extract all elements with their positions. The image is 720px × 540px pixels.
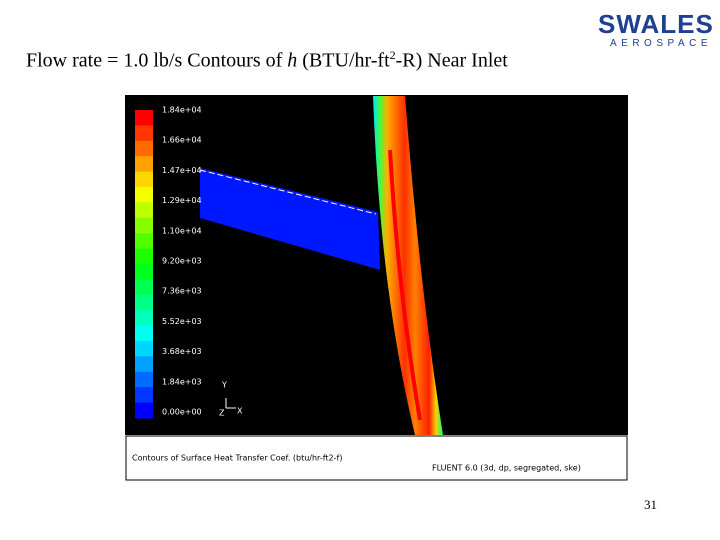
logo-sub: AEROSPACE [610,38,712,49]
axis-label: Z [219,409,225,418]
colorbar-swatch [135,264,153,280]
colorbar-label: 1.84e+04 [162,106,202,115]
title-text: -R) Near Inlet [395,49,508,72]
caption-box [125,435,628,481]
colorbar-swatch [135,341,153,357]
colorbar-label: 1.66e+04 [162,136,202,145]
colorbar-swatch [135,402,153,419]
colorbar-swatch [135,371,153,388]
colorbar-label: 0.00e+00 [162,408,202,417]
colorbar-swatch [135,387,153,404]
colorbar-swatch [135,171,153,188]
plate [200,168,380,270]
colorbar-swatch [135,110,153,126]
colorbar-swatch [135,279,153,296]
logo: SWALES AEROSPACE [598,9,714,50]
colorbar-swatch [135,294,153,311]
colorbar-label: 9.20e+03 [162,257,202,266]
colorbar-label: 7.36e+03 [162,287,202,296]
colorbar-label: 1.84e+03 [162,377,202,386]
title-superscript: 2 [389,48,396,62]
solver-label: FLUENT 6.0 (3d, dp, segregated, ske) [432,464,581,473]
colorbar-swatch [135,233,153,250]
colorbar-swatch [135,248,153,265]
plate-edge [199,169,377,215]
hot-streak [388,149,422,421]
colorbar-swatch [135,310,153,327]
logo-main: SWALES [598,9,714,39]
colorbar-label: 1.29e+04 [162,196,202,205]
axis-label: X [237,407,243,416]
axis-label: Y [221,381,227,390]
colorbar-label: 3.68e+03 [162,347,202,356]
title-text: (BTU/hr-ft [297,49,390,72]
caption: Contours of Surface Heat Transfer Coef. … [132,454,342,463]
page-number: 31 [644,497,657,512]
colorbar-swatch [135,187,153,203]
colorbar-label: 5.52e+03 [162,317,202,326]
colorbar-swatch [135,125,153,142]
title-text: Flow rate = 1.0 lb/s Contours of [26,49,288,72]
colorbar-swatch [135,356,153,373]
slide-title: Flow rate = 1.0 lb/s Contours of h (BTU/… [26,48,508,73]
colorbar-swatch [135,202,153,219]
colorbar-swatch [135,217,153,234]
colorbar-label: 1.10e+04 [162,226,202,235]
title-symbol: h [287,49,298,72]
colorbar-swatch [135,325,153,342]
colorbar-label: 1.47e+04 [162,166,202,175]
colorbar-swatch [135,140,153,157]
colorbar-swatch [135,156,153,173]
